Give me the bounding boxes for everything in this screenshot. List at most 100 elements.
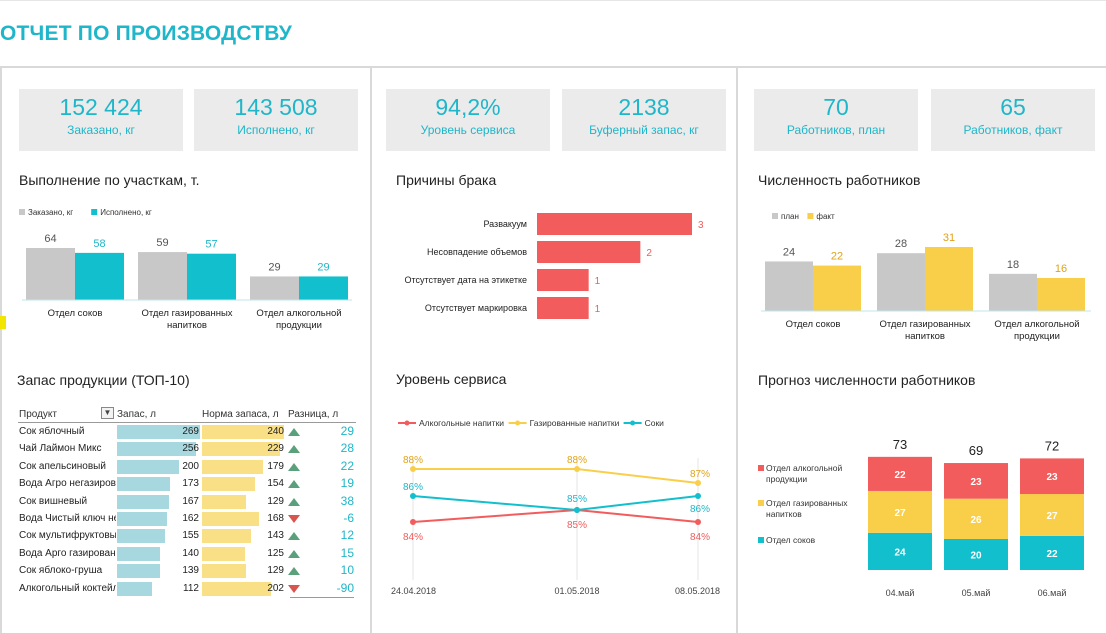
category-label: Отдел соков (786, 319, 841, 330)
stock-diff-rule (290, 597, 354, 598)
bar (537, 297, 589, 319)
kpi-workers-plan: 70 Работников, план (754, 89, 918, 151)
stock-bar (117, 442, 196, 457)
kpi-value: 152 424 (59, 94, 143, 120)
legend-swatch (19, 209, 25, 215)
norm-bar (202, 529, 251, 544)
data-label: 59 (156, 237, 168, 249)
section-title-forecast: Прогноз численности работников (758, 372, 976, 388)
arrow-down-icon (288, 515, 300, 523)
norm-value: 143 (267, 530, 284, 542)
stock-bar (117, 494, 169, 509)
data-label: 84% (403, 532, 423, 543)
arrow-up-icon (288, 480, 300, 489)
data-label: 23 (970, 477, 982, 488)
data-label: 23 (1046, 472, 1058, 483)
series-point (695, 480, 701, 486)
product-name: Сок яблоко-груша (19, 565, 103, 577)
category-label: продукции (1014, 331, 1060, 342)
bar (989, 273, 1037, 311)
data-label: 31 (943, 232, 955, 244)
section-title-execution: Выполнение по участкам, т. (19, 172, 200, 188)
table-row: Сок апельсиновый 200 179 22 (0, 459, 360, 476)
norm-value: 229 (267, 443, 284, 455)
stock-value: 269 (182, 426, 199, 437)
legend-label: напитков (766, 509, 802, 519)
legend-marker (630, 420, 636, 426)
stock-bar (117, 512, 167, 526)
product-name: Алкогольный коктейль (19, 582, 116, 594)
data-label: 18 (1007, 259, 1019, 271)
diff-value: 22 (340, 458, 354, 473)
legend-swatch (758, 537, 764, 543)
kpi-ordered: 152 424 Заказано, кг (19, 89, 183, 151)
stock-value: 162 (182, 513, 199, 524)
data-label: 86% (403, 482, 423, 493)
bar (877, 253, 925, 311)
data-label: 22 (894, 470, 906, 481)
filter-icon[interactable]: ▼ (101, 407, 114, 419)
data-label: 22 (1046, 549, 1058, 560)
table-row: Вода Агро негазированная 173 154 19 (0, 476, 360, 493)
norm-bar (202, 477, 255, 492)
column-divider-left (0, 66, 2, 633)
bar (537, 269, 589, 291)
table-row: Сок яблоко-груша 139 129 10 (0, 563, 360, 580)
data-label: 58 (93, 238, 105, 250)
norm-value: 168 (267, 513, 284, 524)
top-border (0, 0, 1106, 1)
bar (299, 276, 348, 300)
section-title-defects: Причины брака (396, 172, 497, 188)
product-name: Сок вишневый (19, 495, 88, 507)
stack-segment (944, 539, 1008, 570)
total-label: 72 (1045, 438, 1059, 453)
table-row: Сок мультифруктовый 155 143 12 (0, 528, 360, 545)
bar (537, 213, 692, 235)
legend-swatch (772, 213, 778, 219)
data-label: 3 (698, 220, 704, 231)
arrow-up-icon (288, 445, 300, 454)
data-label: 28 (895, 238, 907, 250)
arrow-down-icon (288, 584, 300, 593)
norm-bar (202, 442, 281, 457)
bar (765, 261, 813, 311)
selection-marker (0, 316, 6, 329)
category-label: Отдел алкогольной (994, 319, 1079, 330)
arrow-up-icon (288, 428, 300, 436)
stack-segment (868, 532, 932, 570)
kpi-value: 2138 (618, 94, 670, 120)
legend-swatch (758, 465, 764, 471)
x-tick-label: 01.05.2018 (554, 586, 599, 596)
stock-value: 139 (182, 565, 199, 577)
diff-value: -6 (343, 511, 354, 525)
table-row: Алкогольный коктейль 112 202 -90 (0, 581, 360, 598)
data-label: 29 (268, 261, 280, 273)
legend-label: Отдел алкогольной (766, 463, 842, 473)
x-tick-label: 08.05.2018 (675, 586, 720, 596)
series-point (410, 519, 416, 525)
legend-swatch (807, 213, 814, 219)
kpi-value: 70 (823, 94, 849, 120)
category-label: Отдел газированных (879, 319, 970, 330)
kpi-label: Исполнено, кг (237, 123, 315, 137)
legend-label: факт (816, 212, 835, 221)
bar (1037, 277, 1085, 311)
product-name: Сок мультифруктовый (19, 530, 116, 542)
data-label: 1 (595, 304, 601, 315)
stock-value: 256 (182, 443, 199, 455)
norm-bar (202, 459, 264, 474)
legend-label: Исполнено, кг (100, 208, 152, 217)
x-tick-label: 05.май (962, 588, 991, 598)
legend-marker (404, 420, 410, 426)
category-label: продукции (276, 320, 322, 331)
category-label: Отдел газированных (141, 308, 232, 319)
data-label: 2 (646, 248, 652, 259)
norm-value: 240 (267, 426, 284, 437)
x-tick-label: 06.май (1038, 588, 1067, 598)
stock-bar (117, 581, 152, 596)
norm-value: 154 (267, 478, 284, 490)
data-label: 1 (595, 276, 601, 287)
data-label: 84% (690, 532, 710, 543)
stack-segment (1020, 535, 1084, 570)
